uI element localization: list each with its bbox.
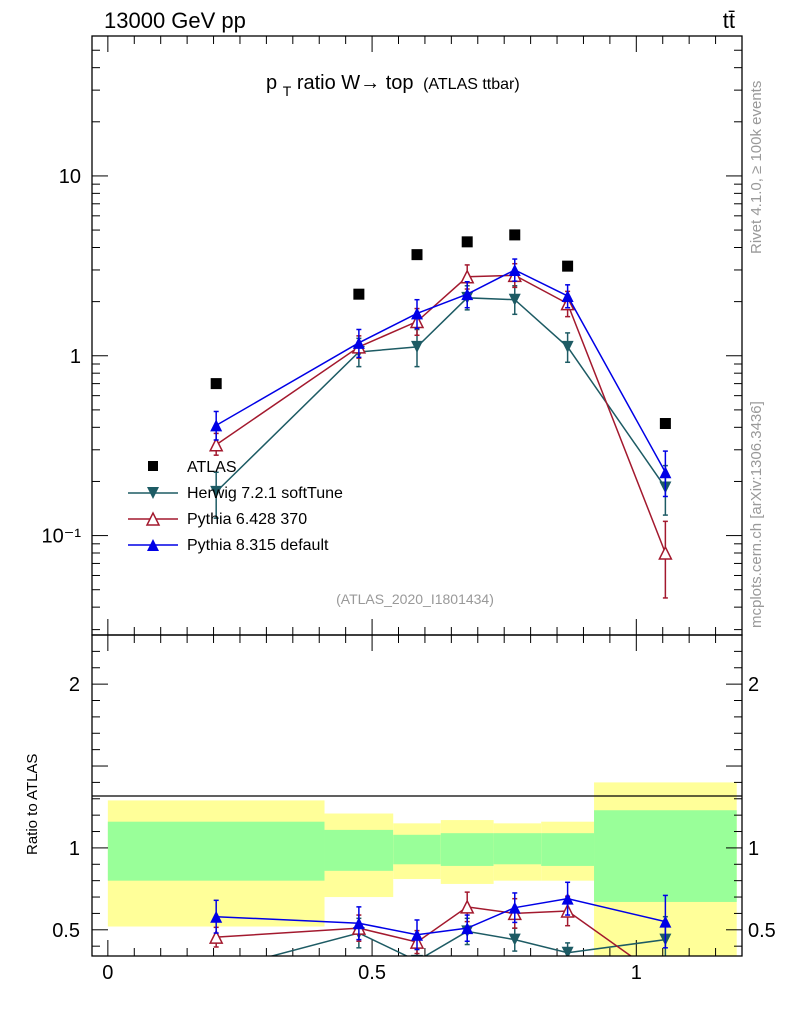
ratio-point-pythia8: [508, 901, 521, 914]
ratio-point-herwig: [561, 946, 574, 956]
point-data: [461, 236, 473, 248]
point-data: [659, 418, 671, 430]
ratio-point-pythia8: [411, 928, 423, 941]
legend-label-atlas: ATLAS: [187, 459, 237, 476]
point-herwig: [508, 293, 521, 306]
point-data: [353, 288, 365, 300]
series-pythia8: [210, 258, 672, 498]
legend-marker-pythia8: [147, 539, 159, 551]
point-data: [411, 249, 423, 261]
main-panel: 10⁻¹ 1 10 p T ratio W→ top (ATLAS ttbar) (…: [42, 35, 743, 636]
ratio-ytick-label-right: 0.5: [748, 920, 776, 942]
ratio-ytick-label-right: 1: [748, 838, 759, 860]
main-title: p T ratio W→ top (ATLAS ttbar): [266, 72, 520, 101]
band-inner: [541, 833, 595, 866]
main-title-tag: (ATLAS ttbar): [423, 76, 520, 93]
point-pythia8: [352, 336, 365, 349]
legend-label-pythia8: Pythia 8.315 default: [187, 537, 329, 554]
band-inner: [594, 810, 737, 902]
point-data: [210, 378, 222, 390]
point-herwig: [411, 340, 423, 353]
ratio-xtick-label: 1: [631, 962, 642, 984]
band-inner: [493, 833, 542, 865]
point-pythia8: [210, 419, 223, 432]
ratio-point-pythia8: [210, 910, 223, 923]
ratio-point-pythia6: [208, 929, 224, 944]
ratio-panel: 0.5 0.5 1 1 2 2 0 0.5 1 Ratio to ATLAS: [24, 634, 776, 987]
series-data: [210, 229, 671, 430]
main-series-layer: [208, 229, 673, 599]
ratio-series-layer: [208, 881, 672, 987]
ratio-frame: [91, 634, 743, 957]
band-inner: [107, 821, 325, 881]
legend-label-herwig: Herwig 7.2.1 softTune: [187, 485, 343, 502]
ratio-point-pythia6: [459, 899, 475, 914]
ratio-series-pythia8: [210, 881, 672, 951]
ratio-point-herwig: [508, 933, 521, 946]
ratio-ytick-label-left: 0.5: [52, 920, 80, 942]
legend-marker-pythia6: [145, 511, 161, 526]
point-data: [509, 229, 521, 241]
point-pythia8: [411, 307, 423, 320]
energy-label: 13000 GeV pp: [104, 8, 246, 33]
main-ytick-label: 10⁻¹: [42, 526, 82, 548]
ratio-xtick-label: 0.5: [358, 962, 386, 984]
ratio-ylabel: Ratio to ATLAS: [24, 754, 41, 855]
legend-label-pythia6: Pythia 6.428 370: [187, 511, 307, 528]
ratio-axis-ticks: 0.5 0.5 1 1 2 2 0 0.5 1: [52, 635, 776, 984]
point-pythia6: [208, 437, 224, 452]
ratio-xtick-label: 0: [102, 962, 113, 984]
ratio-ytick-label-right: 2: [748, 674, 759, 696]
point-pythia8: [659, 466, 672, 479]
point-herwig: [210, 485, 223, 498]
rivet-version-label: Rivet 4.1.0, ≥ 100k events: [748, 81, 765, 254]
ratio-point-pythia6: [659, 975, 671, 987]
legend-marker-herwig: [147, 487, 159, 499]
ratio-point-herwig: [210, 965, 222, 977]
main-axis-ticks: 10⁻¹ 1 10: [42, 35, 743, 635]
main-title-subscript: T: [283, 83, 292, 99]
point-pythia6: [658, 545, 673, 560]
band-inner: [393, 834, 441, 865]
point-data: [562, 260, 574, 272]
main-title-base: p: [266, 72, 277, 94]
ratio-point-pythia8: [659, 915, 672, 928]
main-ytick-label: 10: [59, 166, 81, 188]
ratio-ytick-label-left: 1: [69, 838, 80, 860]
point-herwig: [561, 340, 574, 353]
mcplots-label: mcplots.cern.ch [arXiv:1306.3436]: [748, 401, 765, 628]
legend-marker-atlas: [148, 461, 158, 471]
ratio-ytick-label-left: 2: [69, 674, 80, 696]
ratio-uncertainty-bands: [107, 782, 737, 956]
point-pythia8: [508, 263, 521, 276]
legend: ATLAS Herwig 7.2.1 softTune Pythia 6.428…: [128, 459, 343, 554]
analysis-label: (ATLAS_2020_I1801434): [336, 591, 494, 607]
point-pythia8: [561, 289, 574, 302]
ratio-point-pythia8: [461, 922, 474, 935]
point-pythia8: [461, 288, 474, 301]
band-inner: [440, 833, 494, 866]
process-label: tt̄: [723, 8, 735, 33]
main-ytick-label: 1: [70, 346, 81, 368]
series-line-herwig: [215, 297, 666, 493]
main-title-rest: ratio W→ top: [297, 72, 414, 94]
ratio-point-herwig: [411, 954, 423, 956]
band-inner: [324, 829, 394, 871]
ratio-point-pythia8: [561, 892, 574, 905]
ratio-point-pythia8: [352, 917, 365, 930]
